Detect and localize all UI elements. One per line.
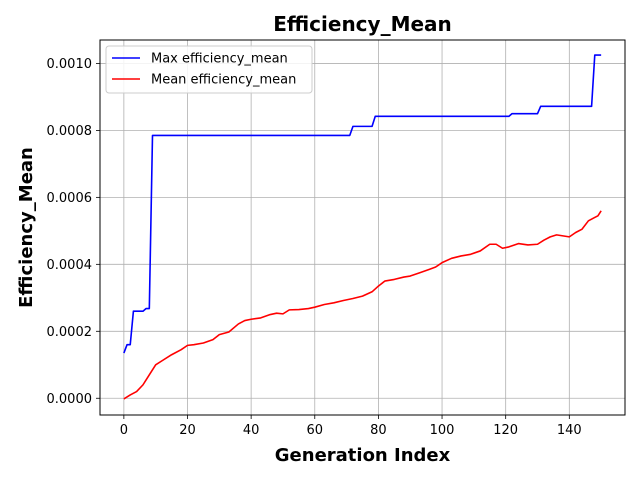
x-tick-label: 60 xyxy=(306,423,323,438)
x-tick-label: 80 xyxy=(370,423,387,438)
y-axis-label: Efficiency_Mean xyxy=(16,147,37,308)
legend-box xyxy=(105,45,313,94)
y-tick-label: 0.0008 xyxy=(47,124,93,139)
y-tick-label: 0.0000 xyxy=(47,392,93,407)
legend-label-max: Max efficiency_mean xyxy=(151,52,288,67)
series-mean-efficiency-mean xyxy=(123,210,602,400)
series-layer xyxy=(123,54,602,400)
chart-title: Efficiency_Mean xyxy=(273,12,452,36)
y-tick-label: 0.0006 xyxy=(47,191,93,206)
x-tick-label: 120 xyxy=(493,423,518,438)
series-max-efficiency-mean xyxy=(123,54,602,354)
legend: Max efficiency_mean Mean efficiency_mean xyxy=(105,45,313,94)
y-tick-label: 0.0002 xyxy=(47,325,93,340)
x-tick-label: 20 xyxy=(179,423,196,438)
x-tick-label: 0 xyxy=(120,423,128,438)
y-tick-label: 0.0010 xyxy=(47,57,93,72)
plot-frame xyxy=(99,39,626,416)
grid xyxy=(100,40,625,415)
x-tick-label: 140 xyxy=(557,423,582,438)
x-tick-label: 100 xyxy=(430,423,455,438)
y-tick-label: 0.0004 xyxy=(47,258,93,273)
ticks: 0 20 40 60 80 100 120 140 0.0000 0.0002 0.0004 0.00… xyxy=(47,57,582,438)
legend-label-mean: Mean efficiency_mean xyxy=(151,73,296,88)
x-tick-label: 40 xyxy=(243,423,260,438)
x-axis-label: Generation Index xyxy=(275,445,451,466)
